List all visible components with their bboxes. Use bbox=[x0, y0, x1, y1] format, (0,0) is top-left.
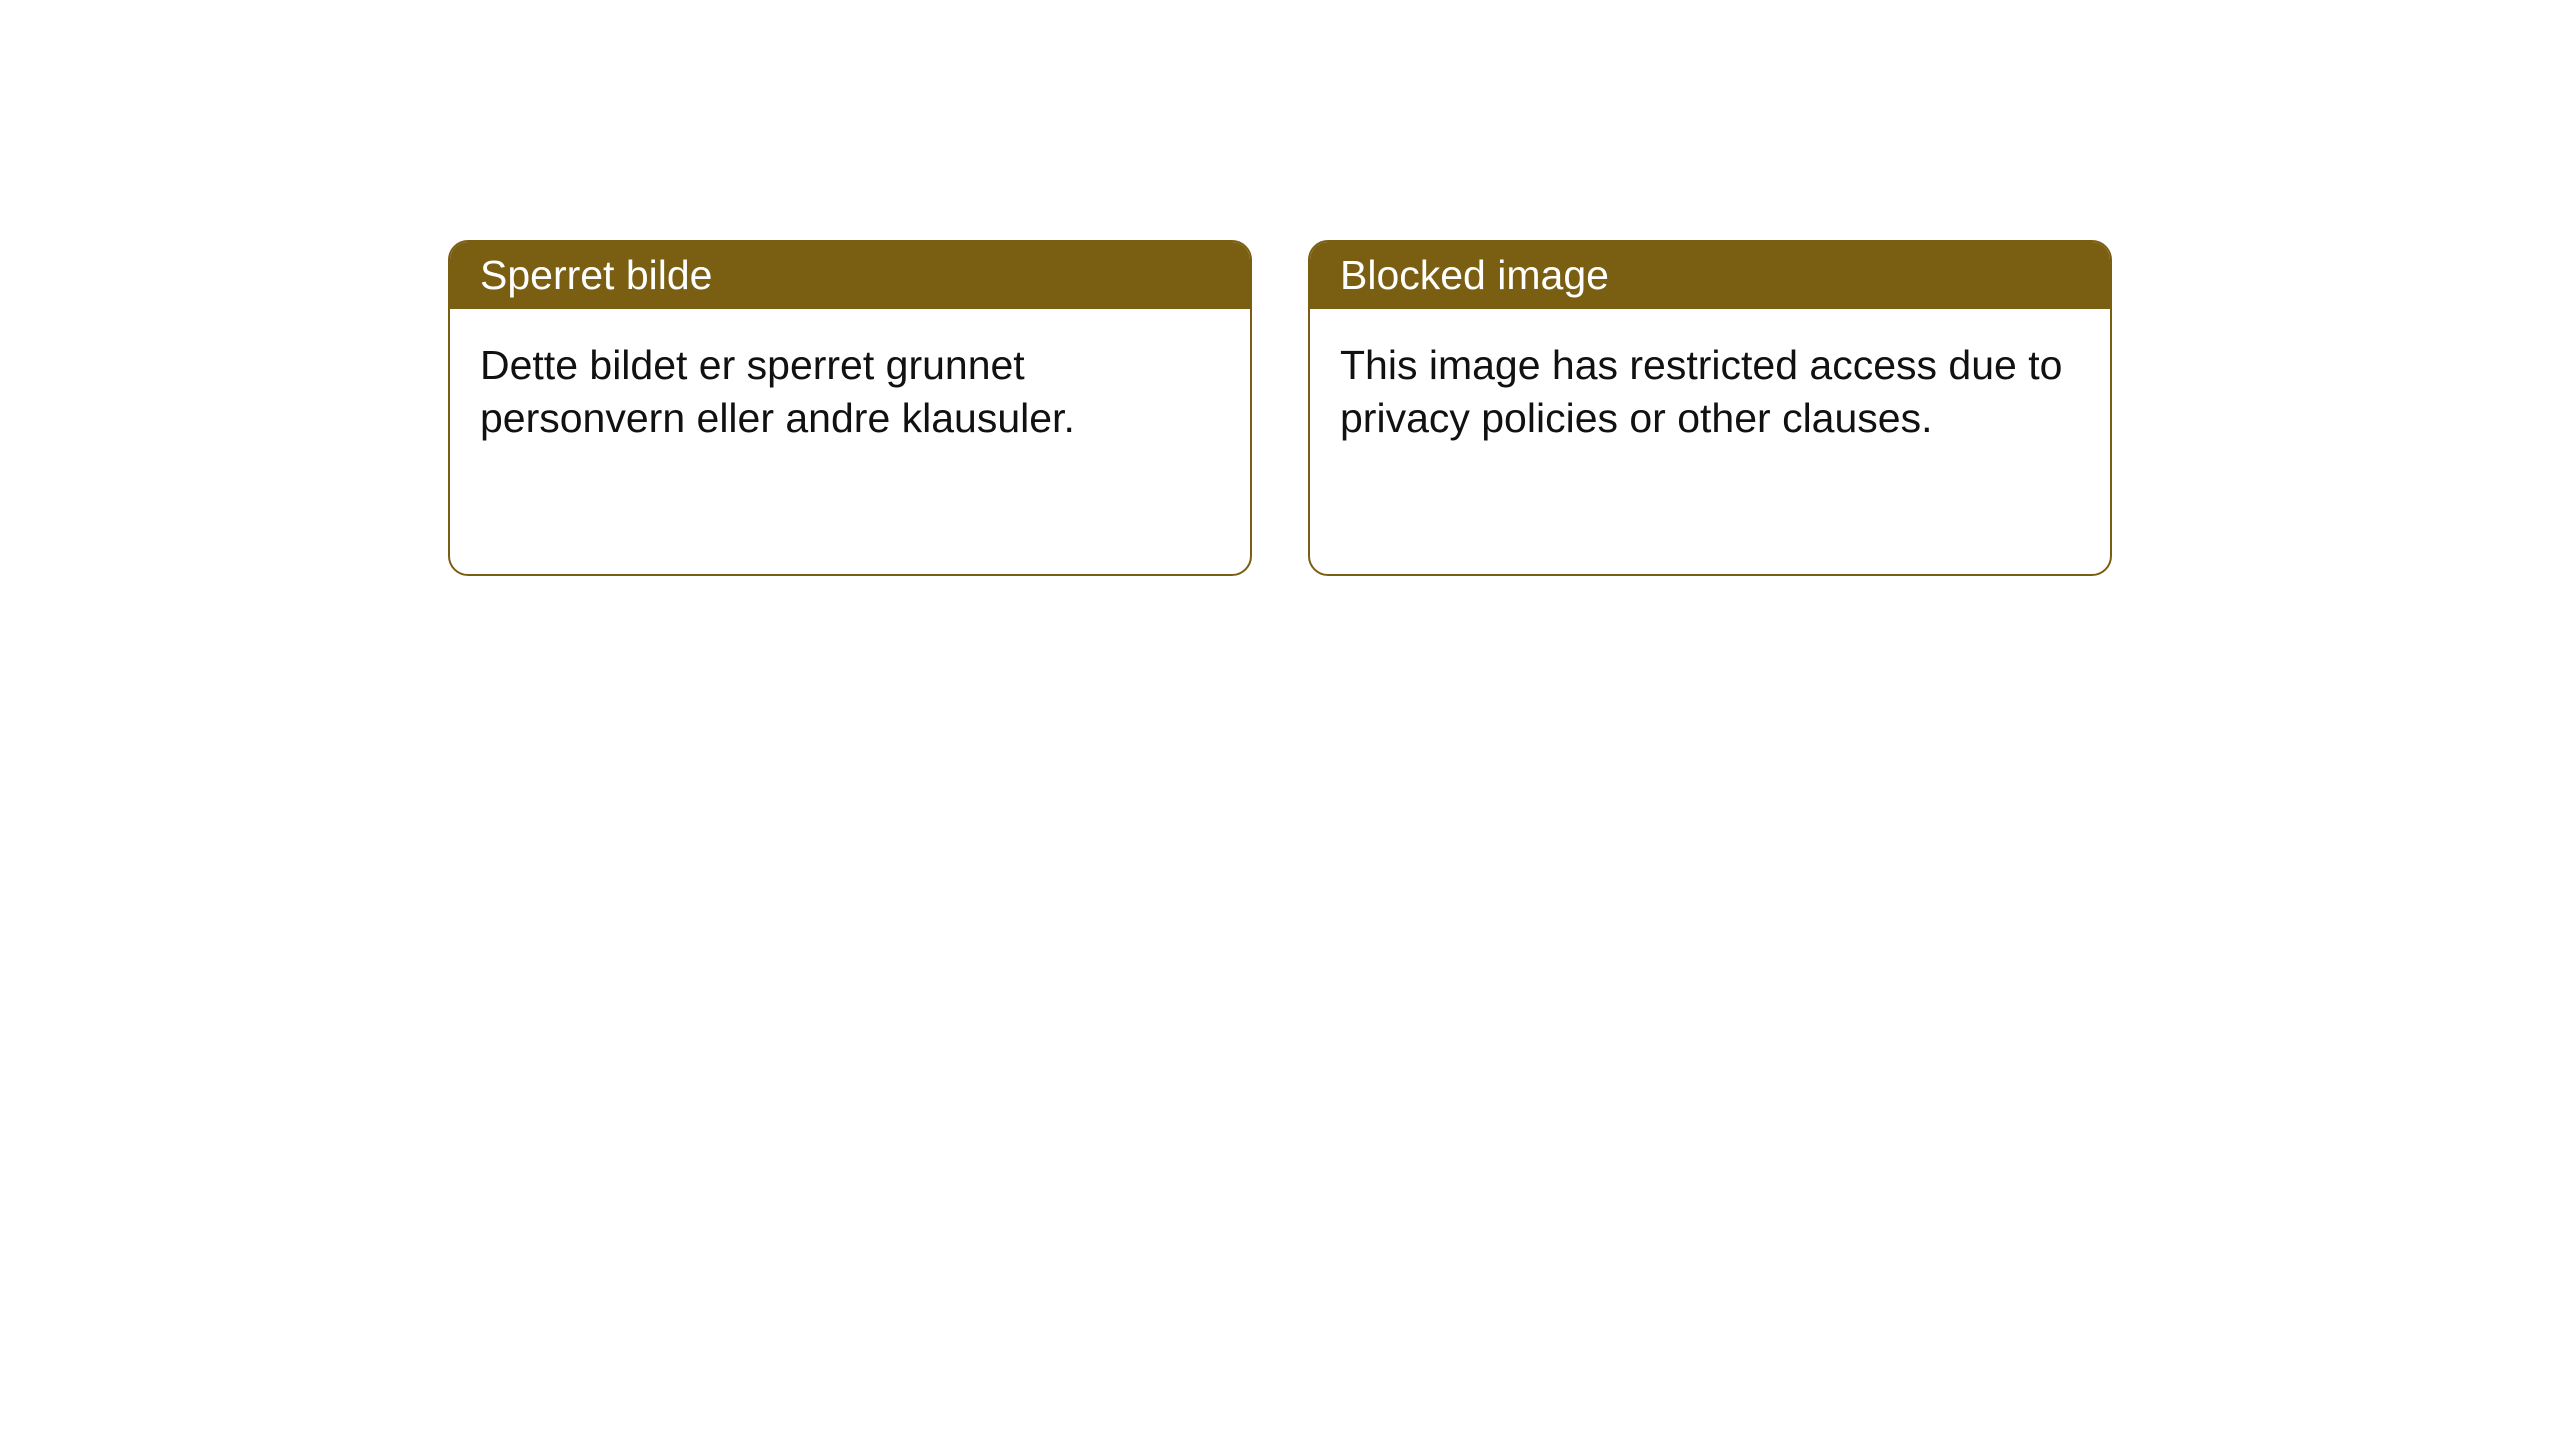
card-body-en: This image has restricted access due to … bbox=[1310, 309, 2110, 476]
blocked-image-card-no: Sperret bilde Dette bildet er sperret gr… bbox=[448, 240, 1252, 576]
card-title-no: Sperret bilde bbox=[450, 242, 1250, 309]
card-body-no: Dette bildet er sperret grunnet personve… bbox=[450, 309, 1250, 476]
blocked-image-card-en: Blocked image This image has restricted … bbox=[1308, 240, 2112, 576]
card-title-en: Blocked image bbox=[1310, 242, 2110, 309]
notice-container: Sperret bilde Dette bildet er sperret gr… bbox=[0, 0, 2560, 576]
